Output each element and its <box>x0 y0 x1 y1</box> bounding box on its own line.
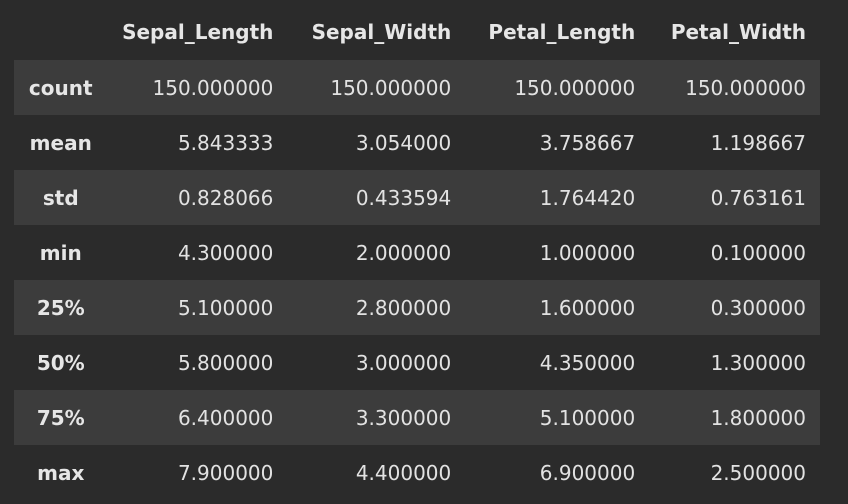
table-cell: 1.000000 <box>539 240 636 265</box>
table-cell: 150.000000 <box>685 75 806 100</box>
table-cell: 3.300000 <box>355 405 452 430</box>
table-cell: 0.433594 <box>355 185 452 210</box>
table-row: std 0.828066 0.433594 1.764420 0.763161 <box>14 170 820 225</box>
row-label: 50% <box>36 350 85 375</box>
describe-table: Sepal_Length Sepal_Width Petal_Length Pe… <box>14 4 820 500</box>
table-row: max 7.900000 4.400000 6.900000 2.500000 <box>14 445 820 500</box>
column-header-sepal-length: Sepal_Length <box>122 20 274 44</box>
table-cell: 2.000000 <box>355 240 452 265</box>
table-body: count 150.000000 150.000000 150.000000 1… <box>14 60 820 500</box>
row-label: max <box>37 460 85 485</box>
table-cell: 1.600000 <box>539 295 636 320</box>
table-cell: 5.800000 <box>177 350 274 375</box>
column-header-sepal-width: Sepal_Width <box>311 20 452 44</box>
table-row: min 4.300000 2.000000 1.000000 0.100000 <box>14 225 820 280</box>
table-cell: 0.100000 <box>710 240 806 265</box>
table-cell: 3.054000 <box>355 130 452 155</box>
table-cell: 0.763161 <box>710 185 806 210</box>
table-cell: 1.764420 <box>539 185 636 210</box>
table-cell: 150.000000 <box>514 75 636 100</box>
table-cell: 4.400000 <box>355 460 452 485</box>
table-cell: 2.500000 <box>710 460 806 485</box>
row-label: mean <box>29 130 92 155</box>
table-cell: 6.900000 <box>539 460 636 485</box>
index-header-cell <box>14 4 108 60</box>
table-cell: 4.300000 <box>177 240 274 265</box>
table-cell: 5.843333 <box>177 130 274 155</box>
table-cell: 3.000000 <box>355 350 452 375</box>
table-row: count 150.000000 150.000000 150.000000 1… <box>14 60 820 115</box>
table-row: 25% 5.100000 2.800000 1.600000 0.300000 <box>14 280 820 335</box>
table-cell: 5.100000 <box>177 295 274 320</box>
row-label: min <box>39 240 82 265</box>
table-row: mean 5.843333 3.054000 3.758667 1.198667 <box>14 115 820 170</box>
table-cell: 1.800000 <box>710 405 806 430</box>
row-label: count <box>28 75 93 100</box>
column-header-petal-width: Petal_Width <box>670 20 806 44</box>
row-label: std <box>42 185 79 210</box>
table-cell: 1.300000 <box>710 350 806 375</box>
row-label: 25% <box>36 295 85 320</box>
table-row: 50% 5.800000 3.000000 4.350000 1.300000 <box>14 335 820 390</box>
column-header-petal-length: Petal_Length <box>488 20 636 44</box>
table-cell: 150.000000 <box>152 75 274 100</box>
table-row: 75% 6.400000 3.300000 5.100000 1.800000 <box>14 390 820 445</box>
table-cell: 0.828066 <box>177 185 274 210</box>
row-label: 75% <box>36 405 85 430</box>
table-cell: 1.198667 <box>710 130 806 155</box>
table-cell: 0.300000 <box>710 295 806 320</box>
header-row: Sepal_Length Sepal_Width Petal_Length Pe… <box>14 4 820 60</box>
table-cell: 5.100000 <box>539 405 636 430</box>
table-cell: 2.800000 <box>355 295 452 320</box>
table-cell: 7.900000 <box>177 460 274 485</box>
table-header: Sepal_Length Sepal_Width Petal_Length Pe… <box>14 4 820 60</box>
table-cell: 150.000000 <box>330 75 452 100</box>
table-cell: 6.400000 <box>177 405 274 430</box>
table-cell: 3.758667 <box>539 130 636 155</box>
table-cell: 4.350000 <box>539 350 636 375</box>
